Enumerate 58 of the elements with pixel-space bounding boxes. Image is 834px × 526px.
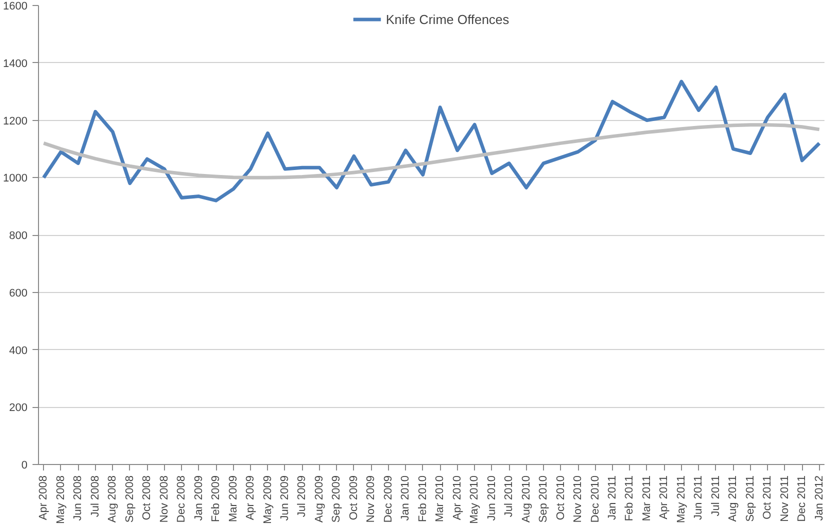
- x-tick-label: Jan 2010: [400, 475, 412, 521]
- x-tick-label: May 2008: [54, 475, 67, 524]
- x-tick-label: Aug 2010: [520, 475, 532, 523]
- x-tick-label: Sep 2008: [124, 475, 136, 523]
- x-tick-label: Dec 2008: [176, 475, 188, 523]
- x-tick-label: Feb 2011: [624, 475, 636, 522]
- x-tick-label: Mar 2009: [227, 475, 240, 522]
- y-tick-label: 1600: [3, 0, 28, 12]
- x-tick-label: Jun 2010: [486, 475, 498, 521]
- x-tick-label: Apr 2008: [38, 475, 50, 520]
- y-tick-label: 1000: [3, 172, 28, 185]
- x-tick-label: Apr 2009: [244, 475, 257, 520]
- y-tick-label: 600: [9, 287, 28, 300]
- y-tick-label: 0: [21, 460, 28, 472]
- x-tick-label: Aug 2008: [106, 475, 119, 523]
- x-tick-label: Jul 2010: [503, 475, 516, 518]
- y-tick-label: 1200: [3, 115, 28, 128]
- x-tick-label: Dec 2011: [796, 475, 808, 522]
- y-tick-label: 1400: [3, 58, 28, 70]
- x-tick-label: Jul 2008: [89, 475, 102, 518]
- x-tick-label: Nov 2009: [365, 475, 378, 523]
- y-tick-label: 400: [9, 344, 28, 357]
- x-tick-label: Apr 2011: [658, 476, 670, 520]
- x-tick-label: Feb 2010: [416, 475, 429, 522]
- x-tick-label: May 2010: [468, 475, 481, 524]
- x-tick-label: Dec 2010: [589, 475, 602, 523]
- y-tick-label: 800: [9, 230, 28, 242]
- x-tick-label: Jan 2012: [813, 475, 826, 521]
- x-tick-label: May 2011: [675, 475, 688, 523]
- x-tick-label: Sep 2009: [330, 475, 343, 523]
- x-tick-label: Sep 2010: [538, 475, 550, 523]
- x-tick-label: Aug 2009: [313, 475, 326, 523]
- x-tick-label: Jun 2011: [692, 475, 705, 520]
- x-tick-label: Jan 2011: [606, 475, 618, 520]
- line-series: [42, 80, 822, 202]
- x-tick-label: Nov 2010: [572, 475, 584, 523]
- x-tick-label: Oct 2010: [554, 476, 567, 520]
- x-tick-label: Jul 2011: [710, 475, 722, 516]
- legend-label: Knife Crime Offences: [386, 12, 510, 26]
- x-tick-label: Sep 2011: [744, 475, 756, 522]
- x-tick-label: Dec 2009: [382, 475, 394, 523]
- x-tick-label: Oct 2008: [141, 476, 154, 520]
- x-tick-label: Jun 2008: [72, 475, 84, 521]
- x-tick-label: Jun 2009: [278, 475, 291, 521]
- x-tick-label: Feb 2009: [210, 475, 222, 522]
- x-tick-label: Oct 2009: [348, 476, 360, 520]
- x-tick-label: Nov 2008: [158, 475, 170, 523]
- x-tick-label: Oct 2011: [762, 475, 774, 520]
- x-tick-label: Apr 2010: [451, 475, 464, 520]
- y-tick-label: 200: [9, 402, 28, 414]
- x-tick-label: May 2009: [262, 475, 274, 524]
- x-tick-label: Jan 2009: [192, 475, 205, 521]
- x-tick-label: Nov 2011: [778, 475, 791, 522]
- line-series: [42, 123, 822, 180]
- x-tick-label: Jul 2009: [296, 475, 308, 518]
- x-tick-label: Mar 2011: [640, 476, 653, 522]
- x-tick-label: Aug 2011: [727, 475, 740, 522]
- x-tick-label: Mar 2010: [434, 475, 446, 522]
